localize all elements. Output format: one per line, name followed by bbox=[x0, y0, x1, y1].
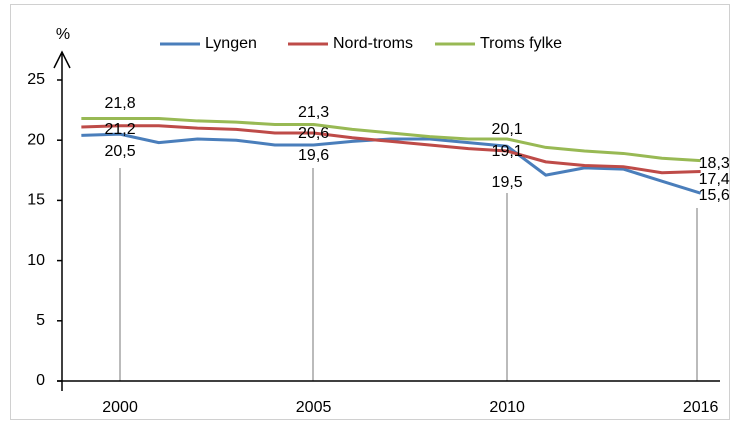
series-line bbox=[81, 132, 702, 195]
data-label: 21,8 bbox=[104, 95, 135, 112]
legend-label: Troms fylke bbox=[480, 35, 562, 52]
x-tick-label: 2000 bbox=[102, 399, 138, 416]
data-label: 20,5 bbox=[104, 143, 135, 160]
data-label: 20,6 bbox=[298, 125, 329, 142]
series-line bbox=[81, 117, 701, 163]
data-label: 17,4 bbox=[699, 171, 730, 188]
chart-border bbox=[10, 4, 730, 420]
x-tick-label: 2010 bbox=[489, 399, 525, 416]
y-tick-label: 25 bbox=[27, 71, 45, 88]
data-label: 20,1 bbox=[492, 121, 523, 138]
data-label: 21,2 bbox=[104, 121, 135, 138]
y-tick-label: 0 bbox=[36, 372, 45, 389]
data-label: 19,6 bbox=[298, 147, 329, 164]
data-label: 21,3 bbox=[298, 104, 329, 121]
legend-label: Nord-troms bbox=[333, 35, 413, 52]
y-tick-label: 20 bbox=[27, 131, 45, 148]
legend-label: Lyngen bbox=[205, 35, 257, 52]
y-axis-arrow bbox=[53, 50, 71, 69]
y-tick-label: 10 bbox=[27, 252, 45, 269]
series-line bbox=[81, 124, 701, 175]
data-label: 19,5 bbox=[492, 174, 523, 191]
y-axis-label: % bbox=[56, 26, 70, 43]
data-label: 19,1 bbox=[492, 143, 523, 160]
data-label: 15,6 bbox=[699, 187, 730, 204]
x-tick-label: 2016 bbox=[683, 399, 719, 416]
x-tick-label: 2005 bbox=[296, 399, 332, 416]
y-tick-label: 15 bbox=[27, 192, 45, 209]
data-label: 18,3 bbox=[699, 155, 730, 172]
y-tick-label: 5 bbox=[36, 312, 45, 329]
